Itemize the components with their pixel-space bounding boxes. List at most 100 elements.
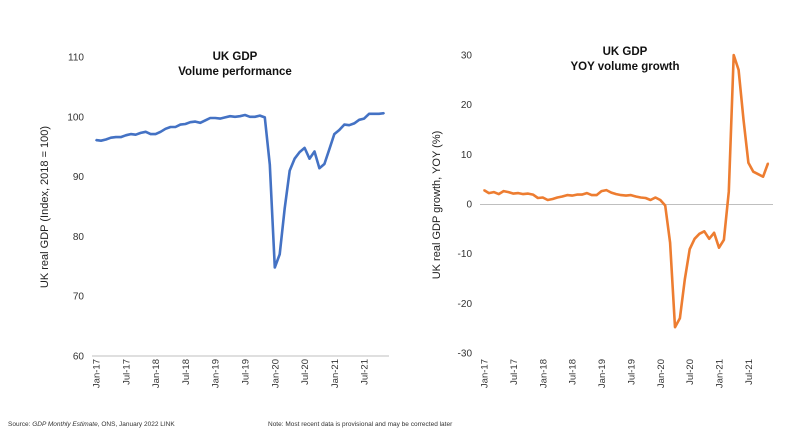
data-point [649, 199, 652, 201]
data-point [703, 230, 706, 233]
data-point [654, 196, 657, 199]
data-point [278, 253, 281, 256]
x-tick-label: Jul-18 [181, 359, 192, 385]
data-point [149, 133, 152, 136]
data-point [333, 133, 336, 136]
x-tick-label: Jul-17 [121, 359, 132, 385]
data-point [571, 194, 573, 197]
data-point [328, 148, 331, 151]
data-point [723, 238, 725, 241]
data-point [566, 194, 569, 197]
data-point [605, 189, 608, 192]
data-point [239, 115, 241, 118]
data-point [234, 115, 236, 118]
data-point [154, 133, 157, 136]
data-point [199, 121, 202, 124]
data-point [129, 133, 132, 136]
x-tick-labels: Jan-17 Jul-17 Jan-18 Jul-18 Jan-19 Jul-19 Jan-… [92, 359, 371, 388]
y-tick-label: 20 [461, 100, 473, 111]
data-point [353, 122, 356, 125]
y-tick-label: 100 [67, 112, 84, 123]
data-point [732, 54, 735, 56]
data-point [522, 193, 525, 196]
data-point [727, 190, 730, 193]
data-point [669, 241, 671, 244]
x-tick-label: Jul-18 [568, 359, 579, 385]
data-point [95, 139, 97, 142]
y-tick-labels: -30 -20 -10 0 10 20 30 [458, 51, 473, 360]
data-point [229, 115, 232, 118]
data-point [343, 123, 346, 126]
y-axis-label: UK real GDP (Index, 2018 = 100) [39, 126, 51, 288]
data-point [164, 127, 167, 130]
chart-subtitle: YOY volume growth [570, 61, 679, 73]
source-details: , ONS, January 2022 LINK [97, 421, 175, 428]
data-point [159, 130, 162, 133]
source-prefix: Source: [8, 421, 33, 428]
data-point [590, 194, 593, 197]
data-point [288, 169, 291, 172]
data-point [561, 195, 564, 198]
data-point [757, 173, 760, 176]
data-point [615, 193, 618, 196]
data-point [512, 192, 515, 195]
data-point [373, 112, 375, 115]
data-point [708, 237, 711, 240]
data-point [541, 196, 544, 199]
data-point [718, 246, 720, 249]
chart-subtitle: Volume performance [178, 66, 292, 78]
data-point [546, 199, 549, 201]
y-tick-label: -30 [458, 349, 473, 360]
y-tick-label: 110 [68, 53, 84, 64]
y-tick-label: 10 [461, 150, 473, 161]
data-point [224, 116, 227, 119]
x-tick-label: Jan-21 [330, 359, 341, 388]
series-points [95, 112, 385, 269]
data-point [674, 326, 676, 329]
data-point [189, 121, 192, 124]
data-point [179, 123, 182, 126]
x-tick-label: Jul-21 [744, 359, 755, 385]
data-point [600, 190, 603, 193]
data-point [620, 194, 622, 197]
data-point [664, 204, 667, 207]
y-axis-label: UK real GDP growth, YOY (%) [431, 131, 443, 280]
data-point [483, 189, 485, 192]
data-point [184, 123, 187, 125]
y-tick-label: 90 [73, 172, 85, 183]
data-point [581, 193, 583, 196]
x-tick-label: Jan-20 [656, 359, 667, 388]
x-tick-label: Jan-17 [480, 359, 491, 388]
data-point [688, 248, 691, 251]
data-point [527, 192, 529, 195]
data-point [378, 112, 380, 115]
chart-yoy-growth: UK GDP YOY volume growth UK real GDP gro… [431, 46, 773, 388]
data-point [488, 192, 490, 195]
x-tick-label: Jan-17 [92, 359, 103, 388]
data-point [318, 167, 321, 170]
chart-title: UK GDP [603, 46, 648, 58]
data-point [693, 237, 696, 240]
x-tick-labels: Jan-17 Jul-17 Jan-18 Jul-18 Jan-19 Jul-19 Jan-… [480, 359, 755, 388]
data-point [254, 115, 256, 118]
data-point [713, 231, 715, 234]
data-point [532, 193, 534, 196]
data-point [639, 196, 642, 199]
data-point [298, 151, 301, 154]
data-point [214, 117, 217, 119]
data-point [383, 112, 385, 115]
chart-title: UK GDP [213, 51, 258, 63]
data-point [268, 163, 271, 166]
data-point [313, 150, 316, 153]
data-point [767, 162, 769, 165]
x-tick-label: Jan-19 [211, 359, 222, 388]
data-point [363, 117, 365, 120]
data-point [219, 117, 222, 120]
series-line-gdp-yoy [483, 53, 770, 329]
data-point [124, 134, 127, 137]
source-note: Source: GDP Monthly Estimate, ONS, Janua… [8, 421, 175, 428]
data-point [209, 117, 212, 119]
data-point [169, 126, 172, 128]
provisional-note: Note: Most recent data is provisional an… [268, 421, 453, 428]
data-point [293, 157, 296, 160]
